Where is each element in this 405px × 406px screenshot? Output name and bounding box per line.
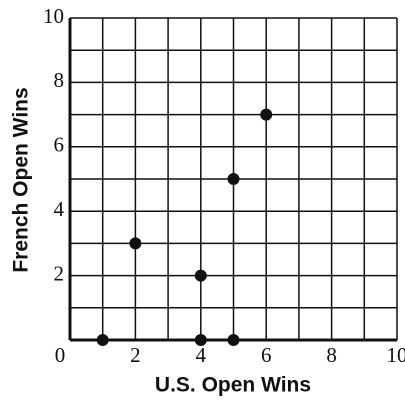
y-tick-label: 4 bbox=[54, 197, 65, 221]
y-tick-label: 6 bbox=[54, 133, 65, 157]
point bbox=[227, 173, 240, 185]
point bbox=[260, 108, 273, 121]
x-tick-label: 10 bbox=[387, 343, 405, 367]
point bbox=[194, 334, 207, 346]
y-tick-label: 10 bbox=[43, 4, 64, 28]
point bbox=[194, 269, 207, 282]
x-tick-label: 4 bbox=[196, 343, 207, 367]
x-axis-title: U.S. Open Wins bbox=[155, 374, 311, 397]
x-tick-label: 2 bbox=[130, 343, 141, 367]
point bbox=[227, 334, 240, 346]
x-tick-label: 6 bbox=[261, 343, 272, 367]
point bbox=[96, 334, 109, 346]
y-tick-label: 2 bbox=[54, 261, 65, 285]
y-tick-label: 8 bbox=[54, 68, 65, 92]
y-axis-title: French Open Wins bbox=[10, 87, 33, 272]
x-tick-label: 8 bbox=[326, 343, 337, 367]
point bbox=[129, 237, 142, 250]
x-tick-label: 0 bbox=[55, 343, 66, 367]
